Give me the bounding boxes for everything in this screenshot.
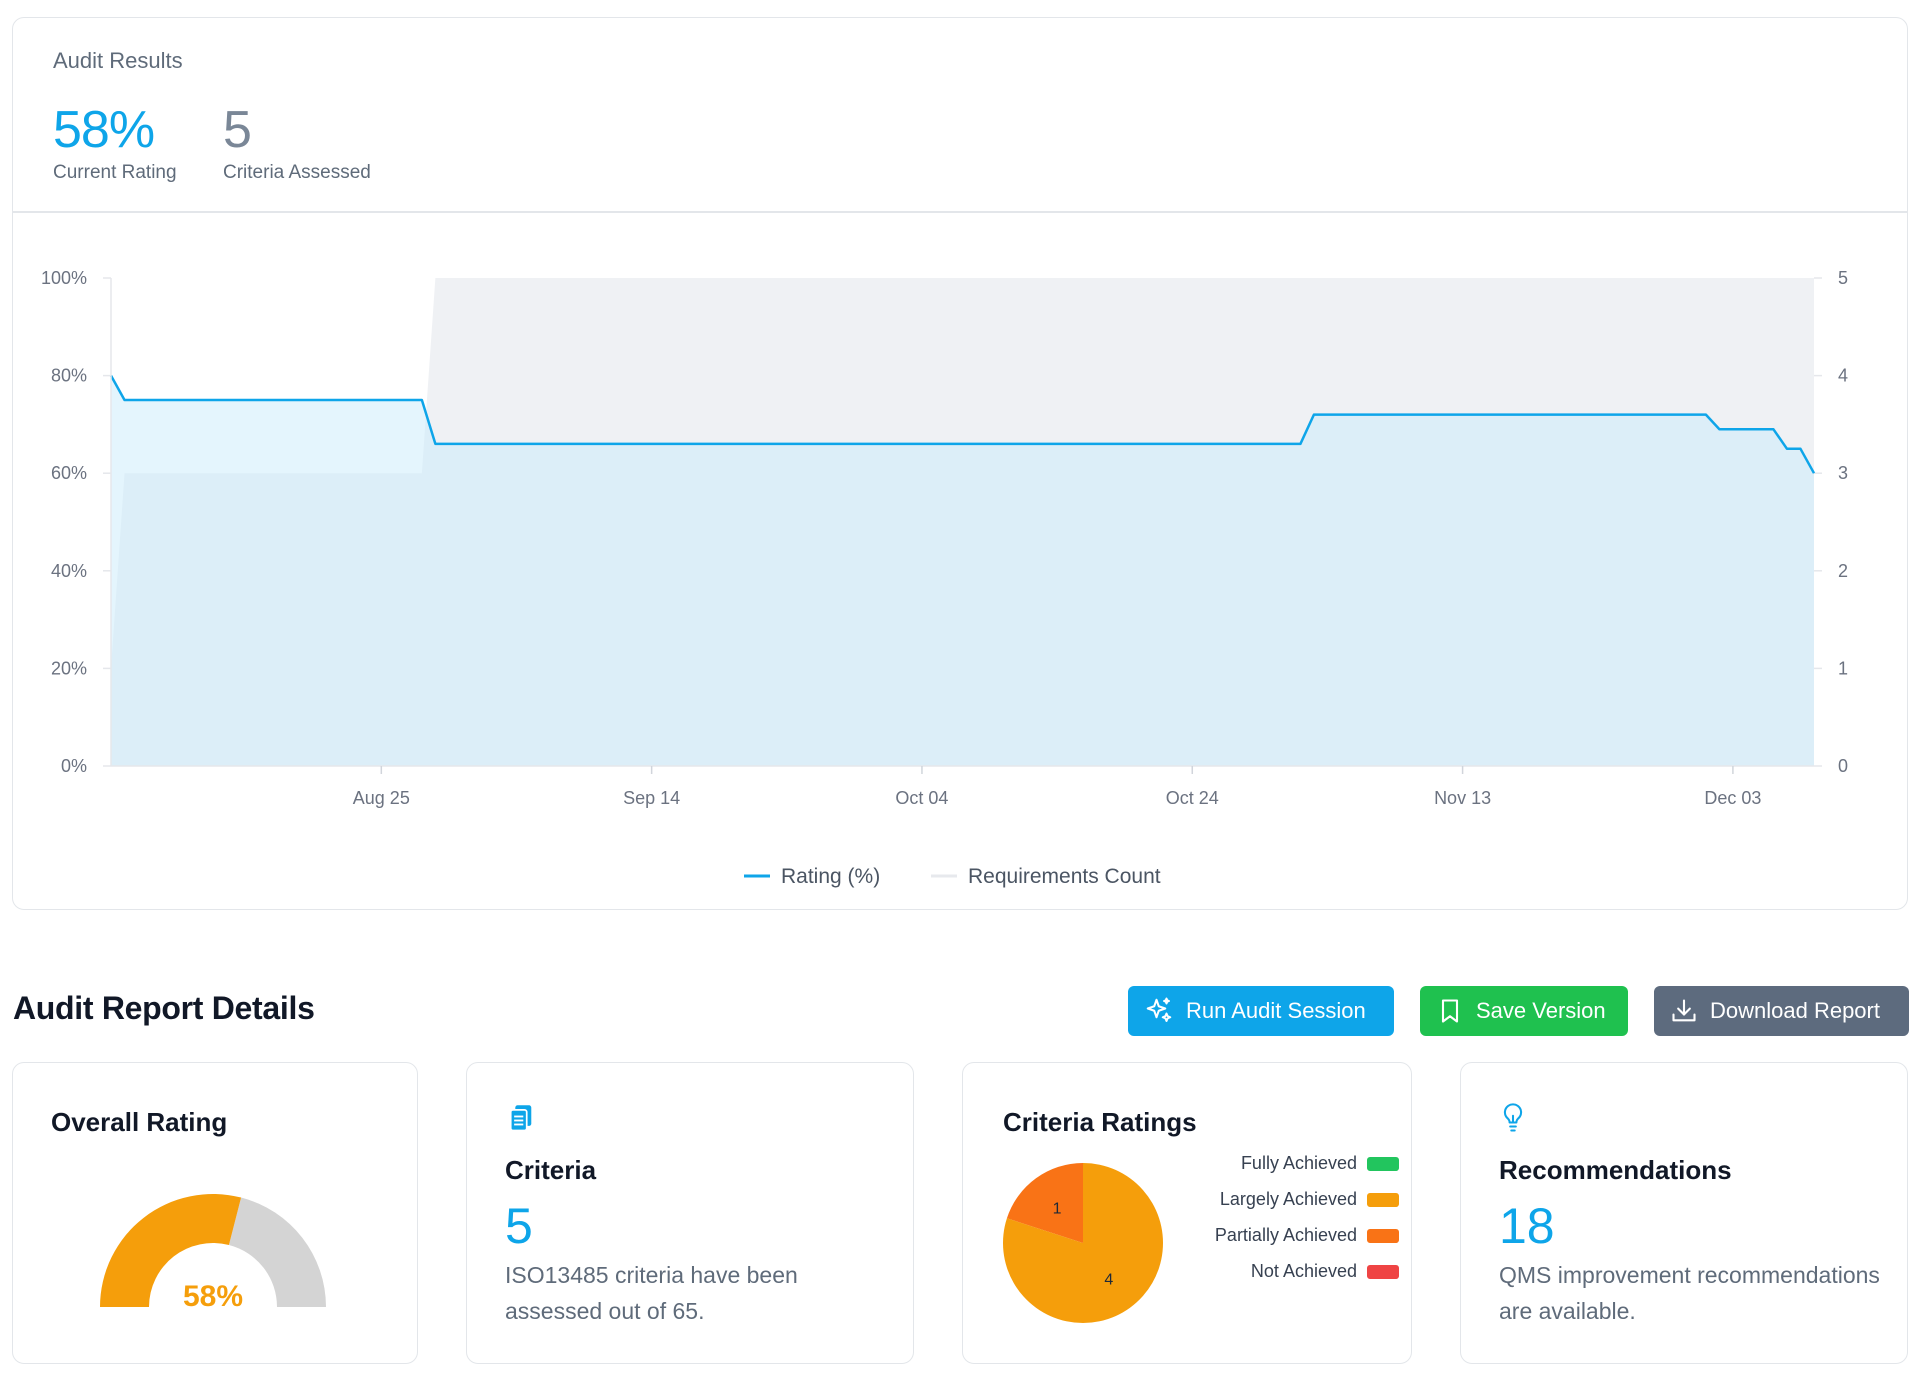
legend-item: Not Achieved [1251, 1261, 1399, 1282]
current-rating-value: 58% [53, 101, 155, 159]
recommendations-card: Recommendations 18 QMS improvement recom… [1460, 1062, 1908, 1364]
overall-rating-gauge: 58% [100, 1194, 326, 1313]
document-stack-icon [509, 1105, 532, 1132]
x-tick-label: Oct 04 [895, 788, 948, 808]
legend-item-swatch [1367, 1156, 1399, 1171]
legend-item-label: Partially Achieved [1214, 1225, 1357, 1245]
x-tick-label: Nov 13 [1434, 788, 1491, 808]
legend-item: Fully Achieved [1241, 1153, 1399, 1174]
x-tick-label: Sep 14 [623, 788, 680, 808]
lightbulb-icon [1503, 1103, 1523, 1132]
recommendations-title: Recommendations [1499, 1155, 1732, 1185]
legend-item-label: Not Achieved [1250, 1261, 1357, 1281]
y-left-tick-label: 100% [41, 268, 87, 288]
save-version-label: Save Version [1476, 998, 1606, 1023]
download-report-label: Download Report [1710, 998, 1880, 1023]
legend-rating-label: Rating (%) [781, 865, 880, 888]
current-rating-label: Current Rating [53, 162, 177, 183]
pie-slice [1006, 1163, 1083, 1243]
overall-rating-card: Overall Rating 58% [12, 1062, 418, 1364]
y-right-tick-label: 4 [1838, 366, 1848, 386]
criteria-assessed-value: 5 [223, 101, 252, 159]
rating-trend-chart: 100% 80% 60% 40% 20% 0% 5 4 3 2 1 0 Aug 25 Sep 14 Oct … [41, 268, 1848, 888]
legend-item-swatch [1367, 1228, 1399, 1243]
gauge-track [228, 1197, 326, 1307]
download-report-button[interactable]: Download Report [1654, 986, 1909, 1036]
pie-slice-label: 1 [1053, 1200, 1062, 1217]
overall-rating-title: Overall Rating [51, 1107, 228, 1137]
y-left-tick-label: 20% [51, 658, 87, 678]
criteria-card: Criteria 5 ISO13485 criteria have been a… [466, 1062, 914, 1364]
y-right-tick-label: 5 [1838, 268, 1848, 288]
y-left-tick-label: 80% [51, 366, 87, 386]
legend-item-label: Largely Achieved [1219, 1189, 1357, 1209]
legend-requirements-label: Requirements Count [968, 865, 1161, 888]
legend-item-swatch [1367, 1264, 1399, 1279]
save-version-button[interactable]: Save Version [1420, 986, 1628, 1036]
audit-report-details-title: Audit Report Details [13, 990, 315, 1026]
recommendations-description: QMS improvement recommendations are avai… [1499, 1262, 1880, 1324]
criteria-assessed-label: Criteria Assessed [223, 162, 371, 183]
pie-slice-label: 4 [1104, 1272, 1113, 1289]
criteria-ratings-legend: Fully Achieved Largely Achieved Partially … [963, 1063, 1411, 1363]
criteria-description: ISO13485 criteria have been assessed out… [505, 1262, 798, 1324]
y-left-tick-label: 60% [51, 463, 87, 483]
legend-item: Largely Achieved [1220, 1189, 1399, 1210]
rating-area [111, 375, 1814, 766]
sparkles-icon [1146, 997, 1172, 1022]
y-right-tick-label: 3 [1838, 463, 1848, 483]
y-left-tick-label: 0% [61, 756, 87, 776]
criteria-ratings-pie: 14 [1003, 1163, 1163, 1323]
audit-results-card: Audit Results 58% Current Rating 5 Crite… [12, 17, 1908, 910]
bookmark-icon [1441, 999, 1459, 1023]
y-right-tick-label: 2 [1838, 561, 1848, 581]
legend-item-swatch [1367, 1192, 1399, 1207]
download-icon [1672, 999, 1696, 1022]
x-tick-label: Dec 03 [1704, 788, 1761, 808]
run-audit-session-label: Run Audit Session [1186, 998, 1366, 1023]
x-tick-label: Oct 24 [1166, 788, 1219, 808]
audit-results-title: Audit Results [53, 48, 183, 73]
y-left-tick-label: 40% [51, 561, 87, 581]
y-right-tick-label: 1 [1838, 658, 1848, 678]
pie-slice [1003, 1163, 1163, 1323]
criteria-ratings-title: Criteria Ratings [1003, 1107, 1197, 1137]
criteria-title: Criteria [505, 1155, 597, 1185]
legend-item: Partially Achieved [1215, 1225, 1399, 1246]
divider [13, 211, 1907, 213]
x-tick-label: Aug 25 [353, 788, 410, 808]
gauge-fill [100, 1194, 242, 1307]
gauge-value: 58% [183, 1280, 243, 1313]
run-audit-session-button[interactable]: Run Audit Session [1128, 986, 1394, 1036]
criteria-count: 5 [505, 1198, 533, 1254]
recommendations-count: 18 [1499, 1198, 1555, 1254]
y-right-tick-label: 0 [1838, 756, 1848, 776]
legend-item-label: Fully Achieved [1240, 1153, 1357, 1173]
rating-line [109, 374, 1816, 474]
